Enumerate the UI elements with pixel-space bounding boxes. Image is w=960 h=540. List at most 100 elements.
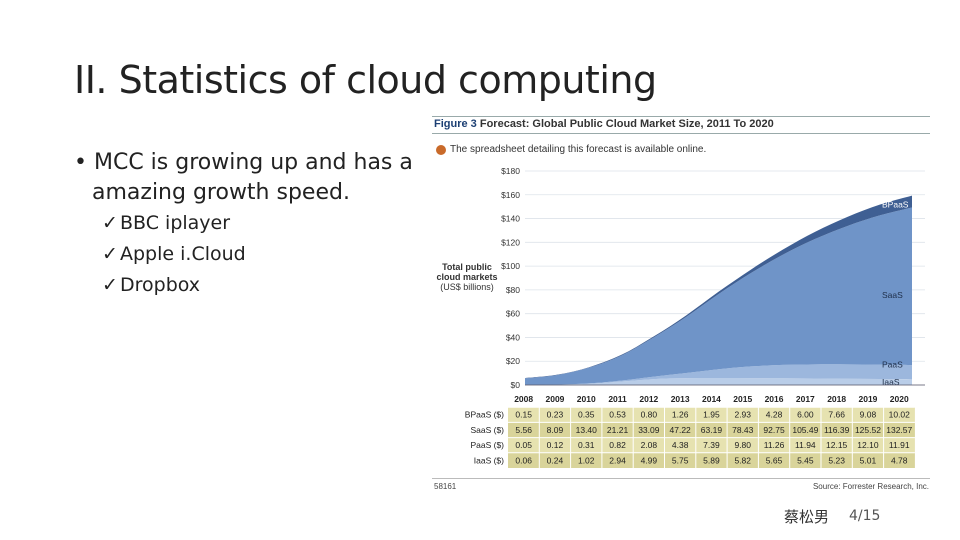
series-label-bpaas: BPaaS: [882, 200, 909, 210]
table-cell-value: 33.09: [638, 425, 660, 435]
table-row-bg: [508, 407, 915, 423]
table-cell-value: 0.80: [641, 410, 658, 420]
figure-id: 58161: [434, 482, 457, 491]
table-cell-value: 0.05: [515, 440, 532, 450]
x-tick-label: 2013: [671, 394, 690, 404]
y-tick-label: $80: [506, 285, 520, 295]
table-cell-value: 0.53: [609, 410, 626, 420]
table-cell-value: 0.23: [547, 410, 564, 420]
table-cell-value: 11.26: [764, 440, 785, 450]
table-row-label: IaaS ($): [474, 455, 504, 465]
bullet-text-1: • MCC is growing up and has a: [74, 150, 413, 175]
figure-note: The spreadsheet detailing this forecast …: [436, 144, 706, 155]
y-tick-label: $60: [506, 309, 520, 319]
series-label-iaas: IaaS: [882, 377, 900, 387]
y-tick-label: $180: [501, 166, 520, 176]
slide-title: II. Statistics of cloud computing: [74, 58, 657, 102]
bullet-list: • MCC is growing up and has a amazing gr…: [74, 148, 413, 301]
table-cell-value: 12.10: [857, 440, 879, 450]
table-cell-value: 4.28: [766, 410, 783, 420]
table-cell-value: 7.66: [828, 410, 845, 420]
area-paas: [525, 364, 912, 385]
table-cell-value: 105.49: [792, 425, 818, 435]
table-cell-value: 2.93: [734, 410, 751, 420]
table-row-bg: [508, 452, 915, 468]
table-row-label: BPaaS ($): [465, 410, 504, 420]
y-tick-label: $20: [506, 356, 520, 366]
table-cell-value: 13.40: [576, 425, 598, 435]
table-cell-value: 5.89: [703, 455, 720, 465]
y-axis-label: Total public cloud markets (US$ billions): [434, 262, 500, 292]
x-tick-label: 2016: [765, 394, 784, 404]
table-cell-value: 4.99: [641, 455, 658, 465]
table-cell-value: 4.78: [891, 455, 908, 465]
area-bpaas: [525, 195, 912, 379]
table-cell-value: 21.21: [607, 425, 629, 435]
area-saas: [525, 207, 912, 385]
table-cell-value: 6.00: [797, 410, 814, 420]
table-cell-value: 0.82: [609, 440, 626, 450]
table-cell-value: 0.12: [547, 440, 564, 450]
sub-item-label: Apple i.Cloud: [120, 243, 246, 265]
table-cell-value: 1.02: [578, 455, 595, 465]
table-cell-value: 9.80: [734, 440, 751, 450]
sub-item-label: BBC iplayer: [120, 212, 231, 234]
x-tick-label: 2020: [890, 394, 909, 404]
table-cell-value: 0.24: [547, 455, 564, 465]
y-axis-label-unit: (US$ billions): [440, 282, 494, 292]
spreadsheet-link-icon: [436, 144, 446, 155]
table-cell-value: 7.39: [703, 440, 720, 450]
checkmark-icon: ✓: [102, 274, 118, 296]
table-cell-value: 4.38: [672, 440, 689, 450]
x-tick-label: 2018: [827, 394, 846, 404]
table-cell-value: 11.94: [795, 440, 816, 450]
table-cell-value: 125.52: [855, 425, 881, 435]
y-axis-label-bold: Total public cloud markets: [436, 262, 498, 282]
x-tick-label: 2009: [545, 394, 564, 404]
table-cell-value: 10.02: [889, 410, 911, 420]
figure-note-text: The spreadsheet detailing this forecast …: [450, 144, 707, 155]
table-cell-value: 5.45: [797, 455, 814, 465]
table-cell-value: 0.06: [515, 455, 532, 465]
y-tick-label: $0: [511, 380, 521, 390]
table-row-label: PaaS ($): [470, 440, 504, 450]
table-cell-value: 2.94: [609, 455, 626, 465]
y-tick-label: $140: [501, 214, 520, 224]
sub-item-dropbox: ✓ Dropbox: [74, 270, 413, 301]
table-cell-value: 92.75: [763, 425, 785, 435]
table-cell-value: 0.35: [578, 410, 595, 420]
x-tick-label: 2015: [733, 394, 752, 404]
y-tick-label: $120: [501, 237, 520, 247]
table-cell-value: 12.15: [826, 440, 848, 450]
table-cell-value: 78.43: [732, 425, 754, 435]
x-tick-label: 2011: [608, 394, 627, 404]
page-number: 4/15: [849, 508, 881, 524]
x-tick-label: 2014: [702, 394, 721, 404]
y-tick-label: $40: [506, 332, 520, 342]
series-label-paas: PaaS: [882, 359, 903, 369]
figure-title-text: Forecast: Global Public Cloud Market Siz…: [479, 118, 774, 130]
table-cell-value: 0.31: [578, 440, 595, 450]
table-cell-value: 5.01: [860, 455, 877, 465]
table-cell-value: 5.82: [734, 455, 751, 465]
x-tick-label: 2012: [639, 394, 658, 404]
table-cell-value: 63.19: [701, 425, 723, 435]
table-cell-value: 1.26: [672, 410, 689, 420]
table-cell-value: 0.15: [515, 410, 532, 420]
table-cell-value: 116.39: [824, 425, 850, 435]
table-cell-value: 11.91: [889, 440, 910, 450]
table-cell-value: 5.65: [766, 455, 783, 465]
x-tick-label: 2008: [514, 394, 533, 404]
table-cell-value: 8.09: [547, 425, 564, 435]
sub-item-icloud: ✓ Apple i.Cloud: [74, 239, 413, 270]
area-iaas: [525, 377, 912, 385]
author-name: 蔡松男: [784, 508, 830, 526]
checkmark-icon: ✓: [102, 212, 118, 234]
table-cell-value: 5.75: [672, 455, 689, 465]
figure-title: Figure 3 Forecast: Global Public Cloud M…: [434, 118, 774, 130]
table-row-label: SaaS ($): [470, 425, 504, 435]
figure-bottom-rule: [432, 478, 930, 479]
table-cell-value: 5.56: [515, 425, 532, 435]
x-tick-label: 2017: [796, 394, 815, 404]
